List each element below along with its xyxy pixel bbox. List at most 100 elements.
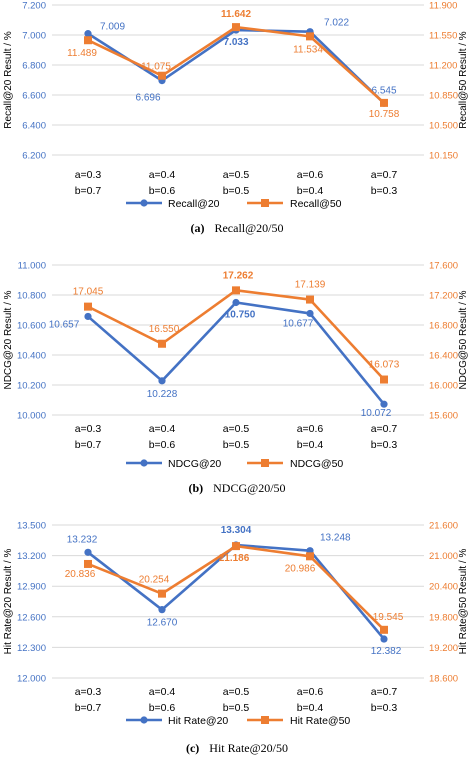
data-label: 16.073 — [369, 360, 400, 371]
data-point — [380, 98, 388, 107]
data-label: 11.489 — [67, 48, 97, 59]
data-point — [84, 36, 92, 45]
legend-marker — [261, 459, 269, 467]
y-tick-left: 12.300 — [17, 643, 46, 654]
y-tick-right: 10.500 — [429, 121, 458, 132]
data-label: 10.677 — [283, 318, 314, 329]
data-label: 13.248 — [320, 533, 351, 544]
data-point — [380, 375, 388, 384]
x-tick-label: a=0.4 — [149, 423, 176, 435]
y-tick-right: 19.200 — [429, 643, 458, 654]
legend-label: Hit Rate@20 — [168, 715, 228, 727]
data-label: 19.545 — [373, 612, 404, 623]
figure-caption: (a) Recall@20/50 — [190, 221, 283, 235]
x-tick-label: a=0.6 — [297, 423, 324, 435]
caption-text: Hit Rate@20/50 — [209, 741, 288, 755]
y-tick-left: 10.400 — [17, 351, 46, 362]
data-label: 13.232 — [67, 534, 98, 545]
y-tick-left: 7.000 — [22, 31, 46, 42]
x-tick-label: a=0.7 — [371, 169, 398, 181]
legend-marker — [140, 199, 148, 207]
data-label: 17.262 — [223, 270, 254, 281]
x-tick-label: b=0.5 — [223, 702, 250, 714]
y-tick-left: 12.900 — [17, 582, 46, 593]
data-point — [84, 30, 92, 38]
legend-label: NDCG@20 — [168, 458, 221, 470]
legend-label: NDCG@50 — [290, 458, 343, 470]
y-tick-right: 10.150 — [429, 151, 458, 162]
data-point — [84, 312, 92, 321]
data-label: 13.304 — [221, 525, 252, 536]
caption-prefix: (c) — [186, 741, 199, 755]
data-label: 20.254 — [139, 575, 170, 586]
chart-panel-1: 10.000 15.600 10.200 16.000 10.400 16.400 10.6… — [3, 261, 469, 496]
y-tick-left: 13.500 — [17, 521, 46, 532]
x-tick-label: a=0.5 — [223, 686, 250, 698]
y-tick-right: 16.000 — [429, 381, 458, 392]
data-point — [232, 542, 240, 551]
y-axis-label-right: NDCG@50 Result / % — [458, 290, 469, 389]
data-point — [84, 302, 92, 311]
y-tick-left: 6.600 — [22, 91, 46, 102]
x-tick-label: a=0.6 — [297, 686, 324, 698]
x-tick-label: a=0.4 — [149, 686, 176, 698]
x-tick-label: a=0.3 — [75, 686, 102, 698]
y-tick-left: 10.600 — [17, 321, 46, 332]
chart-panel-0: 6.200 10.150 6.400 10.500 6.600 10.850 6.800 11… — [3, 1, 469, 236]
data-label: 10.072 — [361, 408, 392, 419]
x-tick-label: b=0.3 — [371, 702, 398, 714]
data-point — [306, 32, 314, 41]
x-tick-label: b=0.4 — [297, 702, 324, 714]
y-tick-right: 11.200 — [429, 61, 457, 72]
data-label: 16.550 — [149, 324, 180, 335]
y-tick-right: 21.000 — [429, 551, 458, 562]
data-label: 7.022 — [324, 18, 349, 29]
y-tick-right: 19.800 — [429, 612, 458, 623]
x-tick-label: b=0.7 — [75, 185, 102, 197]
legend-marker — [140, 716, 148, 724]
x-tick-label: a=0.5 — [223, 423, 250, 435]
y-tick-left: 10.800 — [17, 291, 46, 302]
data-label: 11.075 — [141, 62, 171, 73]
data-point — [306, 309, 314, 318]
x-tick-label: a=0.3 — [75, 169, 102, 181]
data-label: 6.545 — [371, 85, 396, 96]
y-tick-left: 10.000 — [17, 411, 46, 422]
data-point — [232, 298, 240, 307]
y-tick-right: 11.550 — [429, 31, 457, 42]
data-label: 17.045 — [73, 287, 104, 298]
x-tick-label: b=0.5 — [223, 439, 250, 451]
data-point — [306, 295, 314, 304]
y-tick-right: 11.900 — [429, 1, 457, 12]
legend-label: Recall@50 — [290, 198, 342, 210]
x-tick-label: b=0.4 — [297, 185, 324, 197]
data-point — [84, 548, 92, 556]
y-axis-label-left: NDCG@20 Result / % — [3, 290, 14, 389]
data-label: 20.986 — [285, 563, 316, 574]
y-tick-left: 6.200 — [22, 151, 46, 162]
legend-label: Hit Rate@50 — [290, 715, 350, 727]
y-axis-label-left: Recall@20 Result / % — [3, 31, 14, 129]
chart-panel-2: 12.000 18.600 12.300 19.200 12.600 19.800 12.9… — [3, 521, 469, 756]
x-tick-label: b=0.6 — [149, 702, 176, 714]
x-tick-label: a=0.5 — [223, 169, 250, 181]
caption-text: NDCG@20/50 — [213, 481, 285, 495]
x-tick-label: b=0.5 — [223, 185, 250, 197]
y-tick-right: 16.400 — [429, 351, 458, 362]
x-tick-label: b=0.6 — [149, 439, 176, 451]
data-point — [232, 23, 240, 32]
figure-caption: (c) Hit Rate@20/50 — [186, 741, 288, 755]
y-tick-right: 16.800 — [429, 321, 458, 332]
legend-marker — [261, 716, 269, 724]
y-tick-left: 11.000 — [18, 261, 46, 272]
data-label: 21.186 — [219, 553, 250, 564]
data-point — [380, 400, 388, 408]
y-axis-label-right: Recall@50 Result / % — [458, 31, 469, 129]
x-tick-label: a=0.3 — [75, 423, 102, 435]
caption-text: Recall@20/50 — [214, 221, 283, 235]
data-label: 11.642 — [221, 9, 251, 20]
data-label: 10.750 — [225, 310, 256, 321]
caption-prefix: (b) — [188, 481, 203, 495]
y-tick-left: 7.200 — [22, 1, 46, 12]
data-point — [84, 559, 92, 568]
